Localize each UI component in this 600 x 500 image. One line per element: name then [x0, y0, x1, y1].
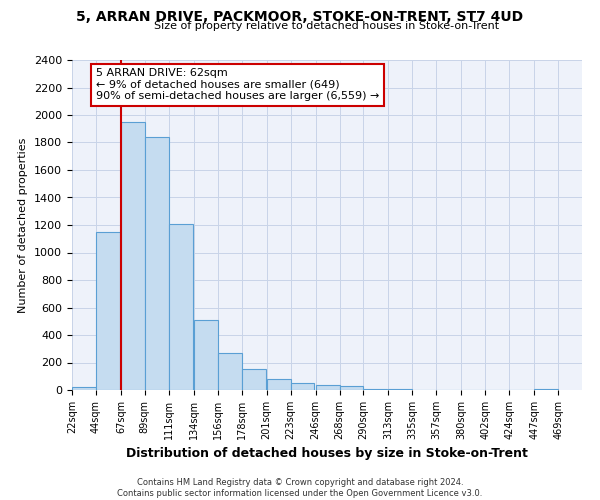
Bar [364, 389, 388, 390]
Bar [72, 386, 96, 390]
Bar [145, 137, 169, 390]
Bar [316, 384, 340, 390]
Bar [340, 386, 364, 390]
Bar [121, 122, 145, 390]
Y-axis label: Number of detached properties: Number of detached properties [19, 138, 28, 312]
Bar [218, 353, 242, 390]
Text: Contains HM Land Registry data © Crown copyright and database right 2024.
Contai: Contains HM Land Registry data © Crown c… [118, 478, 482, 498]
Text: 5 ARRAN DRIVE: 62sqm
← 9% of detached houses are smaller (649)
90% of semi-detac: 5 ARRAN DRIVE: 62sqm ← 9% of detached ho… [96, 68, 379, 102]
Bar [290, 383, 314, 390]
Bar [534, 389, 558, 390]
Bar [242, 370, 266, 390]
Bar [266, 379, 290, 390]
Title: Size of property relative to detached houses in Stoke-on-Trent: Size of property relative to detached ho… [154, 22, 500, 32]
Text: 5, ARRAN DRIVE, PACKMOOR, STOKE-ON-TRENT, ST7 4UD: 5, ARRAN DRIVE, PACKMOOR, STOKE-ON-TRENT… [76, 10, 524, 24]
X-axis label: Distribution of detached houses by size in Stoke-on-Trent: Distribution of detached houses by size … [126, 448, 528, 460]
Bar [194, 320, 218, 390]
Bar [96, 232, 120, 390]
Bar [169, 224, 193, 390]
